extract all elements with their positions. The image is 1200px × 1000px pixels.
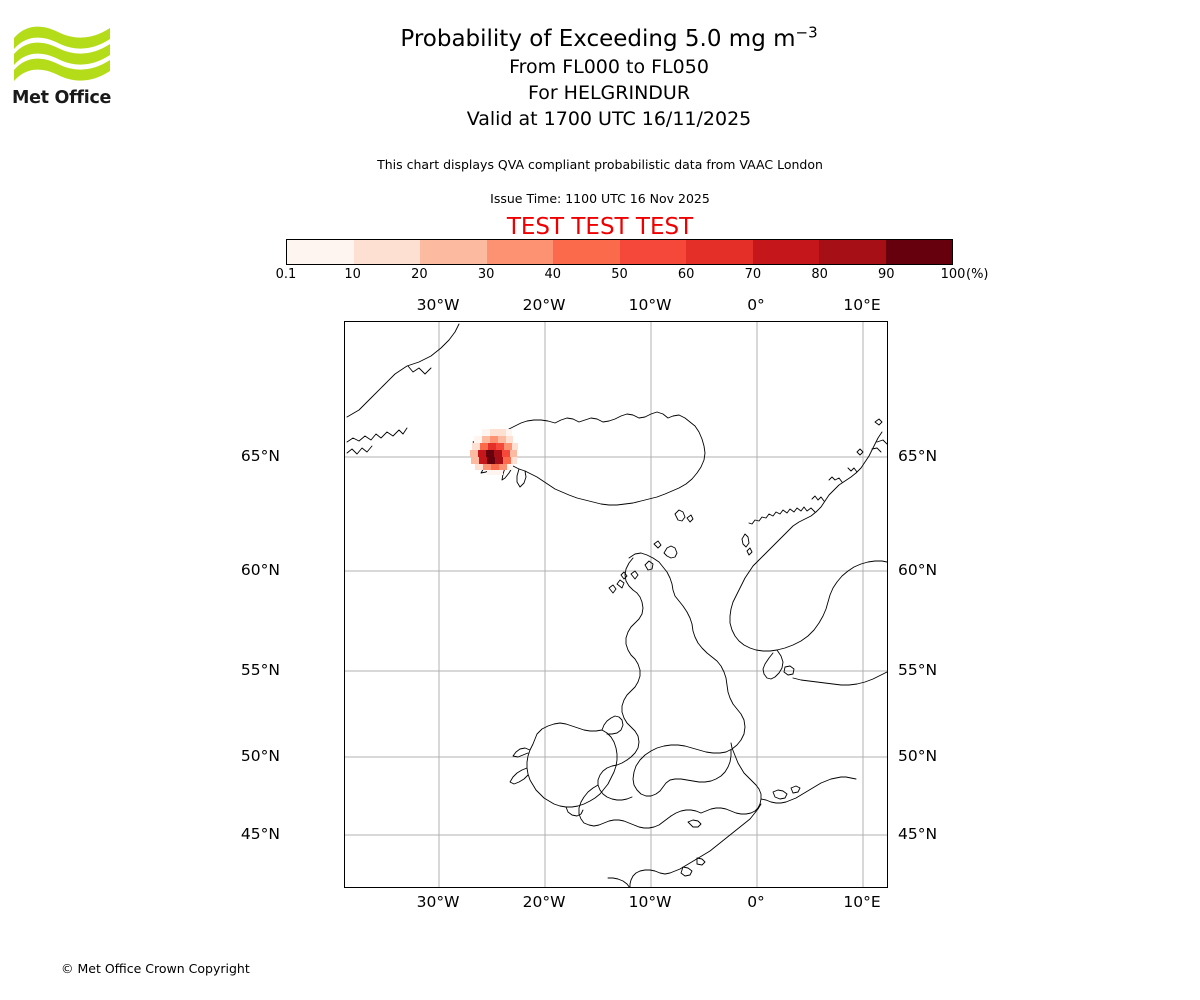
plume-cell [498,429,506,436]
plume-cell [475,464,483,470]
plume-cell [503,457,511,464]
colorbar-segment-1 [353,240,420,264]
map-gridlines [345,322,887,887]
plume-cell [499,464,507,470]
colorbar-segment-4 [553,240,620,264]
colorbar-segment-7 [752,240,819,264]
axis-tick-55°N: 55°N [898,661,938,679]
met-office-logo [12,22,112,114]
title-exponent: −3 [795,23,818,42]
colorbar-segment-8 [819,240,886,264]
colorbar-segment-9 [885,240,952,264]
met-office-wave-mark [14,26,110,81]
plume-cell [479,457,487,464]
colorbar-segment-0 [287,240,354,264]
colorbar-tick-10: 10 [344,267,361,282]
plume-cell [498,436,506,443]
colorbar-segment-3 [486,240,553,264]
logo-waves [14,26,110,81]
axis-tick-0°: 0° [747,296,765,314]
map-panel[interactable] [344,321,888,888]
axis-tick-0°: 0° [747,893,765,911]
colorbar-unit-label: (%) [966,267,989,282]
plume-cell [471,457,479,464]
page-title: Probability of Exceeding 5.0 mg m−3 [18,24,1200,54]
axis-tick-20°W: 20°W [522,296,566,314]
axis-tick-10°E: 10°E [843,893,881,911]
colorbar-tick-100: 100 [940,267,966,282]
plume-cell [511,457,517,464]
colorbar-tick-40: 40 [544,267,562,282]
plume-cell [495,457,503,464]
colorbar-tick-labels: 0.1 10 20 30 40 50 60 70 80 90 100 [276,267,966,285]
axis-tick-50°N: 50°N [240,747,280,765]
plume-cell [495,470,503,475]
flight-level-range: From FL000 to FL050 [509,56,709,78]
plume-cell [494,450,502,457]
colorbar-tick-0.1: 0.1 [275,267,297,282]
axis-tick-30°W: 30°W [416,296,460,314]
issue-time: Issue Time: 1100 UTC 16 Nov 2025 [490,191,710,206]
axis-tick-10°W: 10°W [628,893,672,911]
colorbar-gradient [286,239,953,265]
plume-cell [491,464,499,470]
colorbar-tick-90: 90 [878,267,895,282]
axis-tick-60°N: 60°N [240,561,280,579]
qva-compliance-note: This chart displays QVA compliant probab… [377,157,823,172]
colorbar-tick-80: 80 [811,267,828,282]
plume-cell [486,450,494,457]
colorbar-segment-5 [619,240,686,264]
chart-title-block: Probability of Exceeding 5.0 mg m−3 From… [0,24,1200,132]
axis-tick-60°N: 60°N [898,561,938,579]
colorbar-tick-60: 60 [677,267,695,282]
axis-tick-45°N: 45°N [898,825,938,843]
plume-cell [488,443,496,450]
axis-tick-55°N: 55°N [240,661,280,679]
plume-cell [483,464,491,470]
colorbar-tick-70: 70 [744,267,762,282]
plume-cell [490,429,498,436]
ash-probability-plume [345,322,887,887]
colorbar-tick-20: 20 [411,267,428,282]
title-text: Probability of Exceeding 5.0 mg m [400,26,796,52]
met-office-logo-text: Met Office [12,88,112,108]
plume-cell [490,436,498,443]
plume-cell [482,429,490,436]
probability-colorbar [286,239,953,265]
test-banner: TEST TEST TEST [506,214,694,240]
plume-cell [472,443,480,450]
copyright-notice: © Met Office Crown Copyright [61,961,250,976]
valid-time: Valid at 1700 UTC 16/11/2025 [466,108,752,130]
plume-cell [482,436,490,443]
axis-tick-65°N: 65°N [898,447,938,465]
axis-tick-10°E: 10°E [843,296,881,314]
colorbar-tick-50: 50 [611,267,628,282]
colorbar-segment-6 [686,240,753,264]
colorbar-tick-30: 30 [477,267,495,282]
plume-cell [512,443,518,450]
axis-tick-30°W: 30°W [416,893,460,911]
plume-cell [510,450,517,457]
colorbar-segment-2 [420,240,487,264]
axis-tick-45°N: 45°N [240,825,280,843]
plume-cell [496,443,504,450]
axis-tick-20°W: 20°W [522,893,566,911]
axis-tick-50°N: 50°N [898,747,938,765]
plume-cell [506,436,513,443]
plume-cell [504,443,512,450]
axis-tick-10°W: 10°W [628,296,672,314]
plume-cell [470,450,478,457]
plume-cell [506,429,512,436]
plume-cell [487,457,495,464]
plume-cell [478,450,486,457]
plume-cell [474,436,482,443]
axis-tick-65°N: 65°N [240,447,280,465]
plume-cell [480,443,488,450]
volcano-name: For HELGRINDUR [527,82,691,104]
plume-cell [507,464,513,470]
plume-cell [487,470,495,475]
plume-cell [502,450,510,457]
